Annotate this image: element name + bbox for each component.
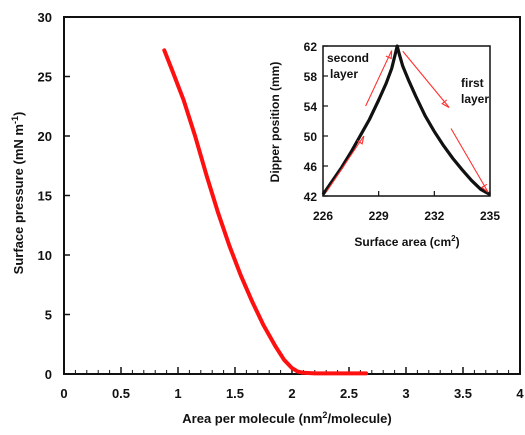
y-tick-label: 15: [38, 189, 52, 204]
x-tick-label: 1: [174, 386, 181, 401]
main-axes: 0 0.5 1 1.5 2 2.5 3 3.5 4 0 5 10 15 20 25 30: [38, 10, 525, 401]
x-axis-title-superscript: 2: [322, 410, 327, 420]
y-axis-title: Surface pressure (mN m-1): [10, 112, 26, 275]
inset-x-tick-label: 235: [480, 209, 500, 223]
main-series: [162, 48, 369, 376]
inset-y-tick-label: 58: [304, 70, 318, 84]
inset-y-tick-label: 54: [304, 100, 318, 114]
inset-arrows: [326, 50, 489, 193]
y-axis-title-superscript: -1: [10, 116, 20, 124]
arrow-first-lower: [450, 128, 489, 193]
inset-x-axis-title-part-2: ): [456, 235, 460, 249]
annotation-first-layer-line-1: first: [461, 76, 484, 90]
inset-y-tick-label: 42: [304, 190, 318, 204]
x-axis-title-part-1: Area per molecule (nm: [182, 411, 322, 426]
inset-x-tick-label: 226: [313, 209, 333, 223]
arrow-second-lower: [326, 135, 365, 192]
x-tick-label: 3: [402, 386, 409, 401]
x-tick-label: 2: [288, 386, 295, 401]
inset-x-tick-label: 229: [369, 209, 389, 223]
y-tick-label: 5: [45, 308, 52, 323]
inset-x-tick-label: 232: [424, 209, 444, 223]
isotherm-line: [162, 48, 369, 376]
x-tick-label: 0.5: [112, 386, 130, 401]
y-axis-title-part-1: Surface pressure (mN m: [11, 124, 26, 274]
arrow-second-upper: [365, 50, 393, 107]
y-tick-label: 10: [38, 248, 52, 263]
y-tick-label: 30: [38, 10, 52, 25]
x-tick-label: 1.5: [226, 386, 244, 401]
inset-x-axis-title: Surface area (cm2): [354, 234, 459, 249]
arrow-second-lower-head: [356, 135, 365, 145]
x-axis-title: Area per molecule (nm2/molecule): [182, 410, 391, 426]
y-axis-title-part-2: ): [11, 112, 26, 116]
x-tick-label: 3.5: [454, 386, 472, 401]
annotation-first-layer-line-2: layer: [461, 92, 489, 106]
inset-y-tick-label: 50: [304, 130, 318, 144]
y-tick-label: 0: [45, 367, 52, 382]
x-axis-title-part-2: /molecule): [327, 411, 391, 426]
inset-x-axis-title-part-1: Surface area (cm: [354, 235, 451, 249]
arrow-first-upper: [402, 50, 450, 108]
annotation-second-layer-line-1: second: [327, 51, 369, 65]
annotation-second-layer-line-2: layer: [330, 67, 358, 81]
x-tick-label: 0: [60, 386, 67, 401]
dipper-line: [321, 44, 491, 196]
x-tick-label: 4: [516, 386, 524, 401]
arrow-first-upper-head: [441, 99, 450, 108]
arrow-second-upper-head: [385, 50, 393, 60]
arrow-first-lower-head: [480, 183, 489, 193]
inset-y-axis-title: Dipper position (mm): [268, 62, 282, 183]
inset-y-tick-label: 62: [304, 40, 318, 54]
x-tick-label: 2.5: [340, 386, 358, 401]
y-tick-label: 20: [38, 129, 52, 144]
inset-x-axis-title-superscript: 2: [451, 234, 456, 243]
inset-series: [321, 44, 491, 196]
y-tick-label: 25: [38, 70, 52, 85]
inset-y-tick-label: 46: [304, 160, 318, 174]
